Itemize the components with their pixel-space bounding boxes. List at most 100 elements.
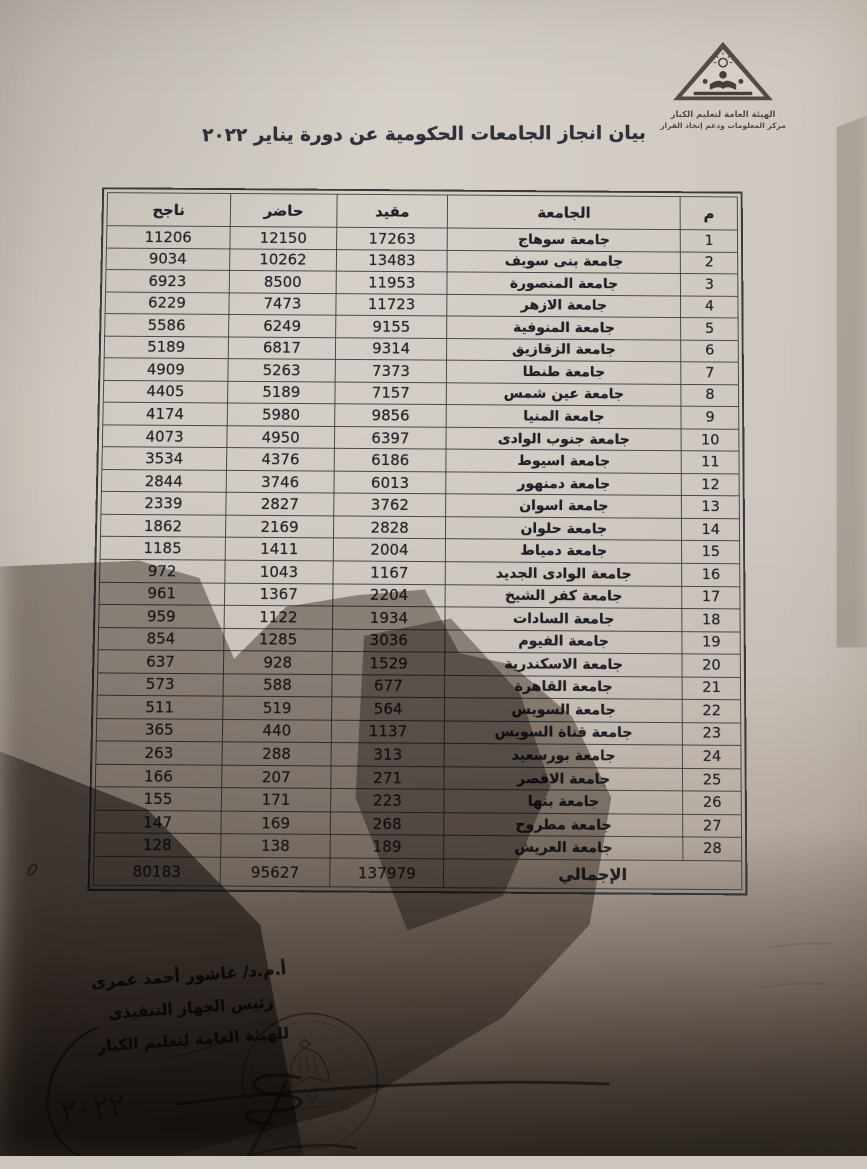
cell-passed: 263 bbox=[95, 741, 222, 765]
cell-rank: 2 bbox=[680, 251, 738, 274]
cell-rank: 1 bbox=[680, 229, 738, 252]
cell-university: جامعة كفر الشيخ bbox=[445, 584, 683, 609]
cell-rank: 8 bbox=[681, 384, 739, 407]
cell-enrolled: 1529 bbox=[332, 651, 445, 676]
cell-rank: 12 bbox=[681, 473, 740, 497]
header-rank: م bbox=[680, 196, 738, 231]
cell-passed: 5586 bbox=[104, 313, 229, 337]
cell-attended: 4376 bbox=[226, 447, 335, 471]
cell-passed: 4405 bbox=[103, 380, 228, 404]
cell-university: جامعة الاقصر bbox=[444, 766, 684, 792]
cell-university: جامعة العريش bbox=[443, 835, 684, 861]
cell-attended: 588 bbox=[222, 673, 333, 698]
cell-passed: 854 bbox=[98, 627, 224, 651]
cell-university: جامعة الزقازيق bbox=[446, 338, 682, 362]
cell-enrolled: 11953 bbox=[336, 271, 448, 294]
cell-rank: 13 bbox=[681, 495, 740, 519]
header-enrolled: مقيد bbox=[337, 194, 448, 229]
cell-attended: 2827 bbox=[225, 492, 335, 516]
cell-passed: 6229 bbox=[105, 291, 229, 315]
cell-university: جامعة القاهرة bbox=[444, 675, 683, 700]
cell-passed: 959 bbox=[98, 604, 225, 628]
total-enrolled: 137979 bbox=[329, 858, 444, 888]
cell-attended: 519 bbox=[222, 696, 332, 720]
cell-passed: 147 bbox=[94, 810, 221, 835]
cell-passed: 961 bbox=[99, 581, 225, 606]
authority-logo: الهيئة العامة لتعليم الكبار مركز المعلوم… bbox=[657, 40, 789, 130]
cell-passed: 4073 bbox=[102, 424, 227, 448]
eagle-official-seal-stamp-icon bbox=[241, 1012, 379, 1150]
cell-enrolled: 7373 bbox=[335, 359, 447, 383]
cell-university: جامعة عين شمس bbox=[446, 382, 682, 407]
document-title: بيان انجاز الجامعات الحكومية عن دورة ينا… bbox=[202, 122, 646, 147]
cell-attended: 1285 bbox=[223, 627, 333, 652]
cell-enrolled: 6013 bbox=[334, 470, 446, 495]
cell-rank: 21 bbox=[682, 676, 741, 700]
cell-rank: 5 bbox=[681, 317, 739, 341]
cell-enrolled: 9314 bbox=[335, 337, 447, 361]
cell-attended: 5189 bbox=[227, 381, 336, 404]
cell-enrolled: 271 bbox=[331, 765, 445, 790]
cell-attended: 12150 bbox=[229, 226, 338, 250]
cell-university: جامعة اسيوط bbox=[445, 449, 682, 474]
cell-rank: 11 bbox=[681, 451, 740, 474]
cell-passed: 128 bbox=[93, 833, 221, 858]
cell-rank: 7 bbox=[681, 361, 739, 385]
cell-university: جامعة حلوان bbox=[445, 516, 682, 541]
logo-org-name: الهيئة العامة لتعليم الكبار bbox=[670, 110, 776, 120]
cell-attended: 288 bbox=[221, 741, 332, 766]
total-label: الإجمالي bbox=[443, 858, 742, 890]
cell-passed: 365 bbox=[96, 718, 223, 742]
cell-university: جامعة السادات bbox=[444, 606, 683, 632]
universities-results-table: ناجح حاضر مقيد الجامعة م 11206 12150 17263… bbox=[92, 192, 743, 891]
cell-university: جامعة طنطا bbox=[446, 360, 682, 385]
header-university: الجامعة bbox=[447, 194, 681, 230]
cell-university: جامعة بنى سويف bbox=[447, 249, 681, 274]
header-attended: حاضر bbox=[229, 193, 338, 228]
cell-attended: 5980 bbox=[226, 403, 336, 427]
cell-enrolled: 1167 bbox=[333, 560, 446, 585]
cell-enrolled: 3762 bbox=[333, 493, 446, 517]
total-row: 80183 95627 137979 الإجمالي bbox=[93, 856, 742, 890]
cell-passed: 11206 bbox=[106, 225, 230, 249]
cell-passed: 3534 bbox=[101, 446, 227, 471]
cell-passed: 9034 bbox=[105, 247, 230, 271]
cell-passed: 511 bbox=[96, 695, 223, 720]
cell-rank: 24 bbox=[682, 745, 742, 769]
cell-rank: 28 bbox=[683, 837, 742, 861]
cell-attended: 1367 bbox=[224, 582, 334, 607]
cell-university: جامعة الوادى الجديد bbox=[445, 561, 683, 586]
cell-passed: 4909 bbox=[103, 357, 228, 382]
cell-attended: 3746 bbox=[225, 470, 335, 494]
cell-university: جامعة بنها bbox=[443, 789, 684, 815]
cell-attended: 928 bbox=[222, 650, 333, 675]
cell-attended: 4950 bbox=[226, 425, 335, 449]
cell-rank: 18 bbox=[682, 608, 741, 632]
cell-rank: 27 bbox=[683, 814, 742, 838]
cell-passed: 1862 bbox=[100, 514, 226, 538]
cell-university: جامعة دمنهور bbox=[445, 471, 682, 496]
cell-rank: 4 bbox=[680, 295, 739, 319]
cell-enrolled: 2204 bbox=[332, 583, 446, 607]
cell-rank: 9 bbox=[681, 406, 739, 430]
cell-enrolled: 13483 bbox=[336, 249, 448, 272]
cell-rank: 23 bbox=[682, 722, 741, 746]
cell-university: جامعة السويس bbox=[444, 697, 683, 723]
cell-enrolled: 564 bbox=[331, 697, 445, 721]
table-header-row: ناجح حاضر مقيد الجامعة م bbox=[106, 192, 738, 231]
cell-passed: 1185 bbox=[100, 536, 226, 561]
cell-enrolled: 9856 bbox=[334, 403, 447, 428]
cell-attended: 1122 bbox=[223, 605, 333, 629]
cell-rank: 15 bbox=[681, 540, 740, 564]
cell-university: جامعة دمياط bbox=[445, 539, 683, 564]
cell-rank: 6 bbox=[681, 339, 739, 363]
cell-university: جامعة اسوان bbox=[445, 494, 682, 519]
cell-rank: 20 bbox=[682, 653, 741, 678]
cell-attended: 169 bbox=[220, 810, 331, 835]
cell-enrolled: 7157 bbox=[335, 381, 447, 405]
cell-enrolled: 189 bbox=[330, 834, 444, 859]
cell-enrolled: 9155 bbox=[335, 315, 447, 339]
cell-attended: 1043 bbox=[224, 560, 334, 584]
table-outer-frame: ناجح حاضر مقيد الجامعة م 11206 12150 17263… bbox=[87, 187, 748, 896]
results-table-area: ناجح حاضر مقيد الجامعة م 11206 12150 17263… bbox=[87, 187, 748, 896]
